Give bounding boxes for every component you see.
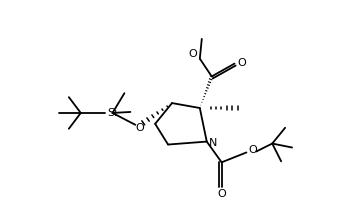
Text: O: O xyxy=(135,123,144,133)
Text: O: O xyxy=(217,189,226,199)
Text: Si: Si xyxy=(107,108,118,118)
Text: N: N xyxy=(208,138,217,148)
Text: O: O xyxy=(237,58,246,68)
Text: O: O xyxy=(188,49,197,59)
Text: O: O xyxy=(248,145,257,155)
